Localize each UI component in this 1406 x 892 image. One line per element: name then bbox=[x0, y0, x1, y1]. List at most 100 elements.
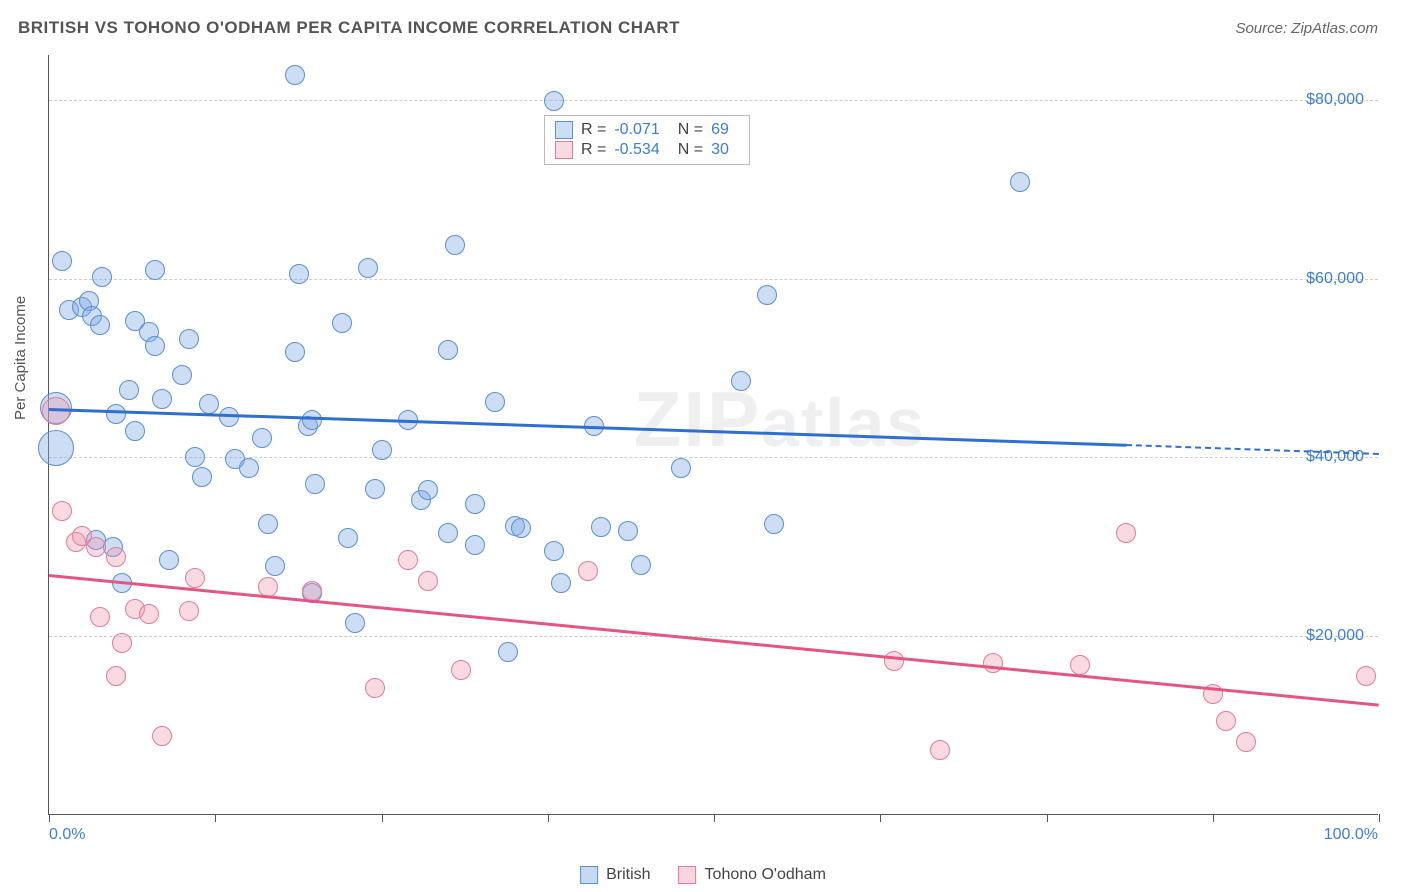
data-point bbox=[671, 458, 691, 478]
data-point bbox=[90, 315, 110, 335]
watermark: ZIPatlas bbox=[634, 374, 926, 465]
data-point bbox=[591, 517, 611, 537]
data-point bbox=[930, 740, 950, 760]
stat-r-label: R = bbox=[581, 141, 606, 159]
data-point bbox=[764, 514, 784, 534]
ytick-label: $20,000 bbox=[1306, 627, 1364, 645]
xtick bbox=[382, 814, 383, 822]
data-point bbox=[438, 340, 458, 360]
stats-row: R = -0.071N = 69 bbox=[555, 120, 739, 140]
legend-swatch bbox=[679, 866, 697, 884]
data-point bbox=[511, 518, 531, 538]
data-point bbox=[332, 313, 352, 333]
data-point bbox=[185, 447, 205, 467]
data-point bbox=[465, 535, 485, 555]
data-point bbox=[112, 633, 132, 653]
data-point bbox=[1236, 732, 1256, 752]
data-point bbox=[92, 267, 112, 287]
data-point bbox=[172, 365, 192, 385]
gridline bbox=[49, 636, 1378, 637]
data-point bbox=[345, 613, 365, 633]
data-point bbox=[192, 467, 212, 487]
data-point bbox=[106, 666, 126, 686]
data-point bbox=[119, 380, 139, 400]
stat-n-value: 30 bbox=[711, 141, 729, 159]
ytick-label: $80,000 bbox=[1306, 91, 1364, 109]
xaxis-max-label: 100.0% bbox=[1324, 826, 1378, 844]
data-point bbox=[106, 404, 126, 424]
data-point bbox=[358, 258, 378, 278]
trend-line bbox=[49, 408, 1126, 446]
data-point bbox=[125, 421, 145, 441]
data-point bbox=[139, 604, 159, 624]
xtick bbox=[548, 814, 549, 822]
data-point bbox=[258, 514, 278, 534]
legend-swatch bbox=[555, 121, 573, 139]
plot-area: ZIPatlas R = -0.071N = 69R = -0.534N = 3… bbox=[48, 55, 1378, 815]
data-point bbox=[365, 479, 385, 499]
data-point bbox=[398, 550, 418, 570]
data-point bbox=[185, 568, 205, 588]
data-point bbox=[86, 537, 106, 557]
data-point bbox=[485, 392, 505, 412]
data-point bbox=[578, 561, 598, 581]
data-point bbox=[418, 480, 438, 500]
data-point bbox=[1216, 711, 1236, 731]
data-point bbox=[1010, 172, 1030, 192]
data-point bbox=[1356, 666, 1376, 686]
data-point bbox=[757, 285, 777, 305]
source-label: Source: ZipAtlas.com bbox=[1235, 20, 1378, 37]
data-point bbox=[219, 407, 239, 427]
stat-n-label: N = bbox=[678, 141, 703, 159]
data-point bbox=[289, 264, 309, 284]
data-point bbox=[302, 410, 322, 430]
data-point bbox=[152, 726, 172, 746]
xtick bbox=[1213, 814, 1214, 822]
stat-r-label: R = bbox=[581, 121, 606, 139]
data-point bbox=[338, 528, 358, 548]
chart-title: BRITISH VS TOHONO O'ODHAM PER CAPITA INC… bbox=[18, 18, 680, 38]
data-point bbox=[145, 336, 165, 356]
data-point bbox=[418, 571, 438, 591]
data-point bbox=[179, 329, 199, 349]
xtick bbox=[1047, 814, 1048, 822]
data-point bbox=[983, 653, 1003, 673]
data-point bbox=[52, 251, 72, 271]
stat-n-label: N = bbox=[678, 121, 703, 139]
xtick bbox=[49, 814, 50, 822]
data-point bbox=[159, 550, 179, 570]
xtick bbox=[1379, 814, 1380, 822]
data-point bbox=[498, 642, 518, 662]
data-point bbox=[265, 556, 285, 576]
data-point bbox=[731, 371, 751, 391]
yaxis-title: Per Capita Income bbox=[12, 296, 29, 420]
stat-r-value: -0.071 bbox=[614, 121, 659, 139]
data-point bbox=[38, 430, 74, 466]
data-point bbox=[365, 678, 385, 698]
legend-label: British bbox=[606, 866, 650, 884]
data-point bbox=[544, 91, 564, 111]
legend-swatch bbox=[555, 141, 573, 159]
data-point bbox=[106, 547, 126, 567]
data-point bbox=[445, 235, 465, 255]
data-point bbox=[1116, 523, 1136, 543]
data-point bbox=[52, 501, 72, 521]
ytick-label: $60,000 bbox=[1306, 270, 1364, 288]
stat-r-value: -0.534 bbox=[614, 141, 659, 159]
data-point bbox=[438, 523, 458, 543]
xtick bbox=[880, 814, 881, 822]
data-point bbox=[465, 494, 485, 514]
xtick bbox=[714, 814, 715, 822]
data-point bbox=[285, 65, 305, 85]
trend-line bbox=[49, 574, 1379, 706]
data-point bbox=[551, 573, 571, 593]
data-point bbox=[884, 651, 904, 671]
data-point bbox=[152, 389, 172, 409]
data-point bbox=[239, 458, 259, 478]
data-point bbox=[1070, 655, 1090, 675]
data-point bbox=[199, 394, 219, 414]
data-point bbox=[145, 260, 165, 280]
xtick bbox=[215, 814, 216, 822]
legend-item: British bbox=[580, 866, 650, 884]
data-point bbox=[451, 660, 471, 680]
